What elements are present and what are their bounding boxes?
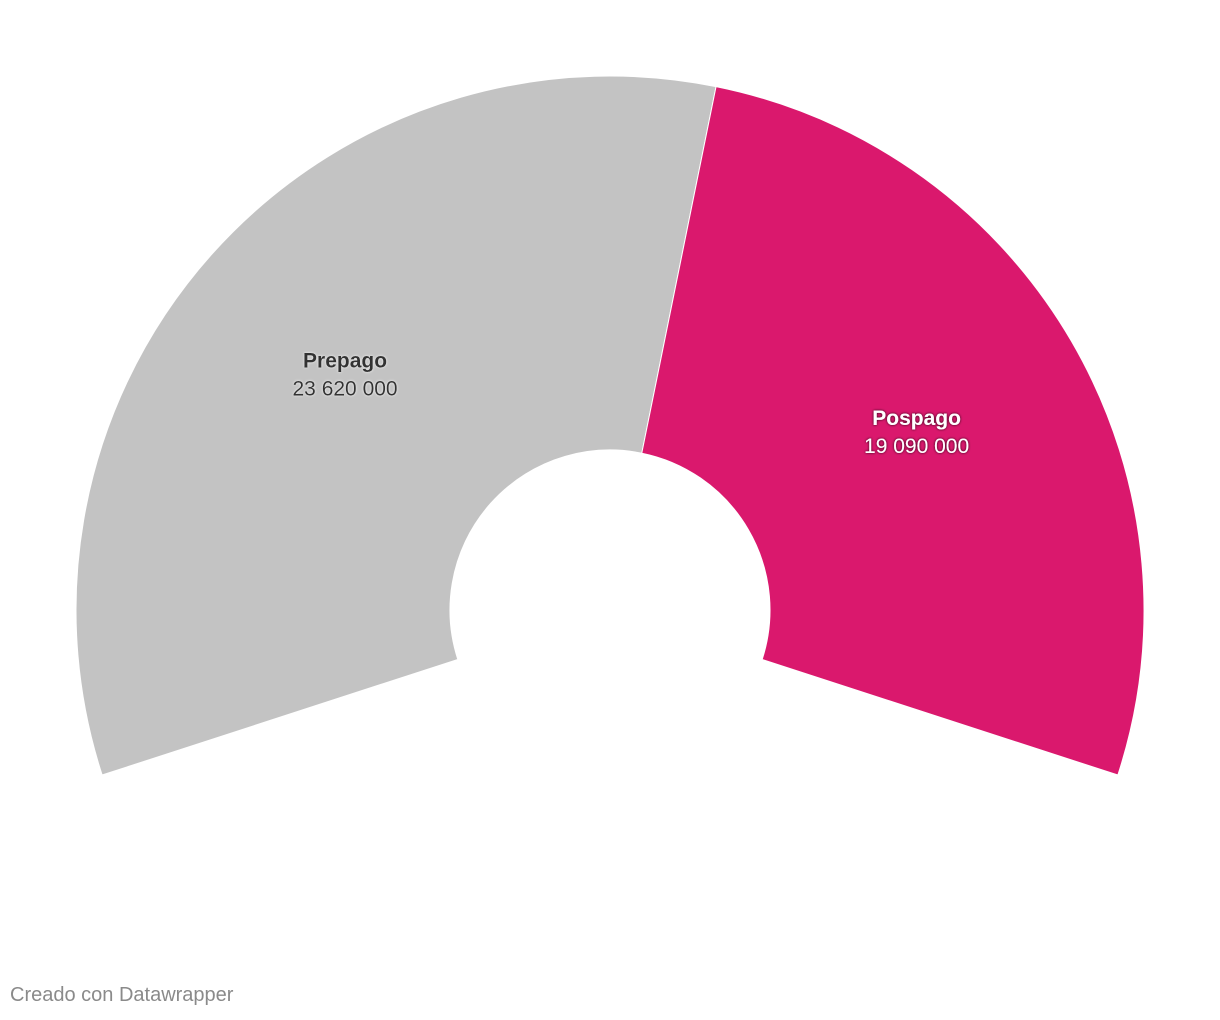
slice-pospago bbox=[641, 86, 1145, 776]
slice-label-prepago: Prepago bbox=[303, 350, 387, 373]
slice-value-pospago: 19 090 000 bbox=[864, 435, 969, 458]
slices-layer bbox=[75, 75, 1145, 776]
slice-label-pospago: Pospago bbox=[872, 407, 961, 430]
labels-layer: Prepago 23 620 000 Pospago 19 090 000 bbox=[293, 350, 970, 458]
slice-value-prepago: 23 620 000 bbox=[293, 378, 398, 401]
footer-credit: Creado con Datawrapper bbox=[10, 984, 234, 1006]
slice-prepago bbox=[75, 75, 717, 776]
